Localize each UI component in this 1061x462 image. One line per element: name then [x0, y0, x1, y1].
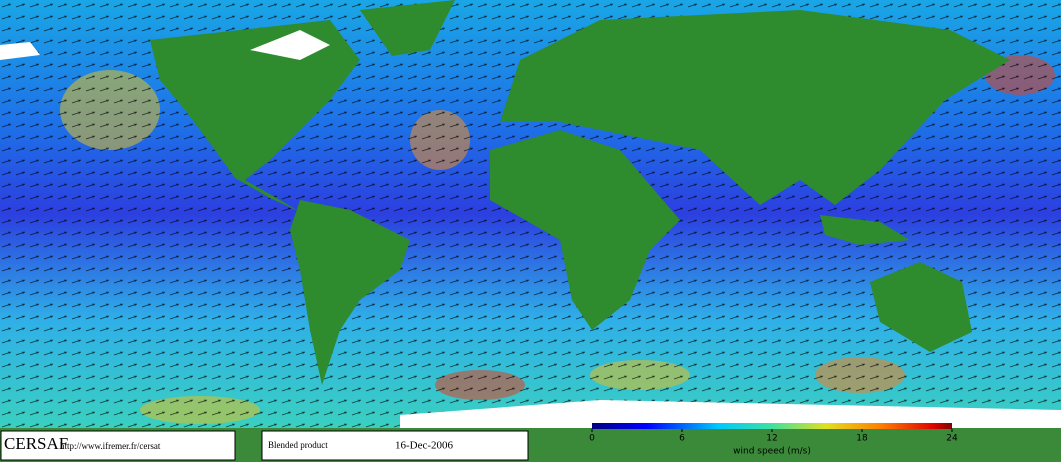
colorbar-tick-label: 6	[679, 434, 685, 444]
url: http://www.ifremer.fr/cersat	[60, 441, 161, 451]
product: Blended product	[268, 440, 328, 450]
land	[150, 0, 1010, 385]
colorbar-tick-label: 24	[946, 434, 958, 444]
date: 16-Dec-2006	[395, 440, 454, 452]
colorbar-tick-label: 18	[856, 434, 868, 444]
logo-box	[0, 430, 236, 461]
product-box	[261, 430, 529, 461]
ice	[0, 30, 1061, 428]
colorbar-tick-label: 12	[766, 434, 777, 444]
colorbar	[592, 423, 952, 429]
colorbar-tick-label: 0	[589, 434, 595, 444]
colorbar-label: wind speed (m/s)	[733, 447, 811, 457]
logo: CERSAF	[4, 434, 68, 453]
